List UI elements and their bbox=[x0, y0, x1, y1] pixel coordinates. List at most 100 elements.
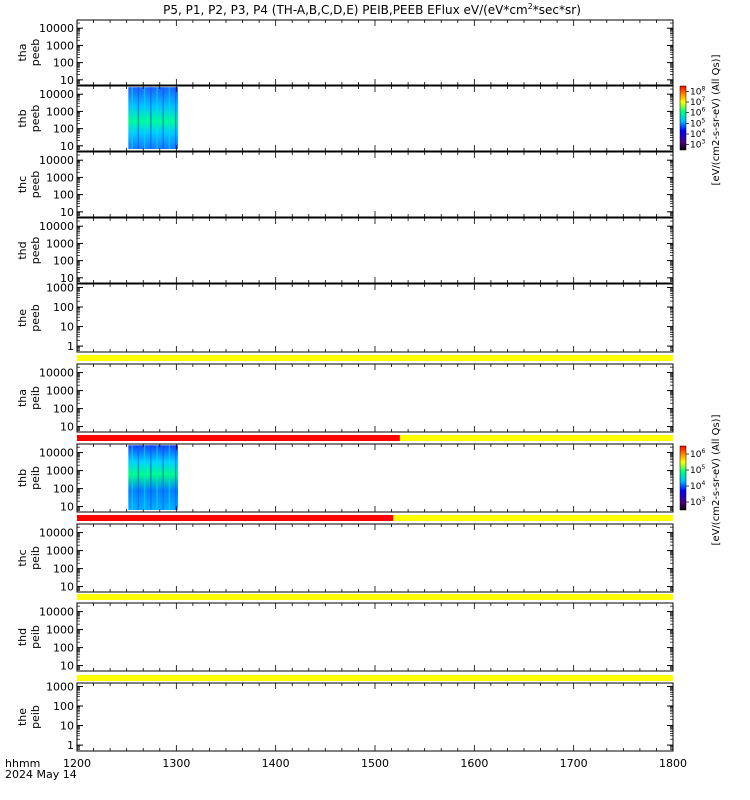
time-axis-date: 2024 May 14 bbox=[5, 768, 77, 781]
panel-thb-peib: 10000 1000 100 10 thb peib bbox=[16, 443, 674, 514]
y-tick-label: 1000 bbox=[46, 680, 74, 693]
panel-ylabel-species: peeb bbox=[29, 304, 42, 332]
panel-thb-peeb: 10000 1000 100 10 tha peeb bbox=[16, 19, 674, 87]
colorbar-tick-label: 105 bbox=[690, 117, 705, 129]
spectrogram-stripe bbox=[168, 87, 171, 149]
panel-ylabel-probe: thd bbox=[16, 241, 29, 259]
panel-frame bbox=[76, 602, 674, 672]
colorbar-tick-label: 105 bbox=[690, 464, 705, 476]
spectrogram-stripe bbox=[137, 445, 140, 510]
colorbar-top-scale bbox=[679, 85, 687, 151]
spectrogram-stripe bbox=[131, 87, 133, 149]
y-tick-label: 10000 bbox=[39, 447, 74, 460]
y-tick-label: 10 bbox=[60, 501, 74, 514]
panel-ylabel-probe: the bbox=[16, 309, 29, 327]
y-tick-label: 10 bbox=[60, 206, 74, 219]
colorbar-tick-label: 108 bbox=[690, 85, 705, 97]
colorbar-tick-label: 107 bbox=[690, 96, 705, 108]
panel-ylabel-probe: the bbox=[16, 708, 29, 726]
flag-bar-yellow bbox=[77, 594, 673, 600]
panel-frame bbox=[76, 151, 674, 218]
y-tick-label: 100 bbox=[53, 563, 74, 576]
spectrogram-stripe bbox=[150, 87, 152, 149]
panel-ylabel-probe: tha bbox=[16, 43, 29, 61]
colorbar-tick-label: 106 bbox=[690, 448, 705, 460]
y-tick-label: 100 bbox=[53, 642, 74, 655]
flag-bars bbox=[77, 355, 673, 681]
y-tick-label: 1 bbox=[67, 739, 74, 752]
x-tick-label: 1800 bbox=[659, 757, 687, 770]
colorbar-bottom-scale bbox=[679, 445, 687, 511]
spectrogram-stripe bbox=[143, 445, 146, 510]
panel-ylabel-probe: tha bbox=[16, 389, 29, 407]
panel-thd-peeb: 10000 1000 100 10 thd peeb bbox=[16, 217, 674, 285]
panel-ylabel-species: peeb bbox=[29, 105, 42, 133]
panel-ylabel-probe: thc bbox=[16, 549, 29, 566]
y-tick-label: 1000 bbox=[46, 465, 74, 478]
panel-ylabel-probe: thb bbox=[16, 109, 29, 127]
x-tick-label: 1300 bbox=[162, 757, 190, 770]
panel-frame bbox=[76, 363, 674, 433]
spectrogram-data bbox=[128, 87, 178, 149]
x-tick-label: 1600 bbox=[460, 757, 488, 770]
y-tick-label: 10000 bbox=[39, 88, 74, 101]
y-tick-label: 10 bbox=[60, 421, 74, 434]
panel-ylabel-species: peib bbox=[29, 466, 42, 490]
time-axis-unit: hhmm bbox=[5, 757, 40, 770]
y-tick-label: 10000 bbox=[39, 220, 74, 233]
y-tick-label: 1000 bbox=[46, 105, 74, 118]
panel-ylabel-species: peib bbox=[29, 705, 42, 729]
panel-ylabel-species: peib bbox=[29, 546, 42, 570]
y-tick-label: 10 bbox=[60, 74, 74, 87]
spectrogram-stripe bbox=[156, 445, 158, 510]
panel-the-peeb: 1000 100 10 1 the peeb bbox=[16, 281, 674, 353]
spectrogram-stripe bbox=[168, 445, 171, 510]
y-tick-label: 10 bbox=[60, 321, 74, 334]
y-tick-label: 10 bbox=[60, 581, 74, 594]
panel-ylabel-species: peib bbox=[29, 625, 42, 649]
x-tick-label: 1500 bbox=[361, 757, 389, 770]
flag-bar-red bbox=[77, 515, 394, 521]
y-tick-label: 10 bbox=[60, 140, 74, 153]
colorbar-tick-label: 104 bbox=[690, 128, 705, 140]
panel-frame bbox=[76, 682, 674, 752]
colorbar-tick-label: 103 bbox=[690, 496, 705, 508]
y-tick-label: 1000 bbox=[46, 171, 74, 184]
y-tick-label: 1000 bbox=[46, 385, 74, 398]
plot-title: P5, P1, P2, P3, P4 (TH-A,B,C,D,E) PEIB,P… bbox=[163, 2, 581, 17]
panel-thd-peib: 10000 1000 100 10 thd peib bbox=[16, 602, 674, 673]
y-tick-label: 10000 bbox=[39, 22, 74, 35]
y-tick-label: 1000 bbox=[46, 624, 74, 637]
y-tick-label: 10 bbox=[60, 660, 74, 673]
panel-frame bbox=[76, 217, 674, 284]
panel-ylabel-probe: thb bbox=[16, 469, 29, 487]
panel-the-peib: 1000 100 10 1 the peib bbox=[16, 680, 674, 752]
y-tick-label: 100 bbox=[53, 123, 74, 136]
y-tick-label: 10 bbox=[60, 272, 74, 285]
colorbar-tick-label: 104 bbox=[690, 480, 705, 492]
panel-thc-peeb: 10000 1000 100 10 thc peeb bbox=[16, 151, 674, 219]
spectrogram-stripe bbox=[156, 87, 158, 149]
flag-bar-yellow bbox=[77, 355, 673, 361]
flag-bar-red bbox=[77, 435, 400, 441]
y-tick-label: 1000 bbox=[46, 281, 74, 294]
panel-thb-peeb: 10000 1000 100 10 thb peeb bbox=[16, 85, 674, 153]
y-tick-label: 100 bbox=[53, 700, 74, 713]
colorbar-tick-label: 106 bbox=[690, 107, 705, 119]
flag-bar-yellow bbox=[77, 675, 673, 681]
y-tick-label: 100 bbox=[53, 403, 74, 416]
y-tick-label: 1 bbox=[67, 340, 74, 353]
panel-tha-peib: 10000 1000 100 10 tha peib bbox=[16, 363, 674, 434]
y-tick-label: 10000 bbox=[39, 606, 74, 619]
panel-ylabel-probe: thc bbox=[16, 176, 29, 193]
colorbar-top-label: [eV/(cm2-s-sr-eV) (All Qs)] bbox=[711, 54, 722, 185]
colorbar-tick-label: 103 bbox=[690, 139, 705, 151]
panel-frame bbox=[76, 283, 674, 353]
spectrogram-stripe bbox=[174, 87, 177, 149]
panel-ylabel-species: peib bbox=[29, 386, 42, 410]
y-tick-label: 1000 bbox=[46, 545, 74, 558]
